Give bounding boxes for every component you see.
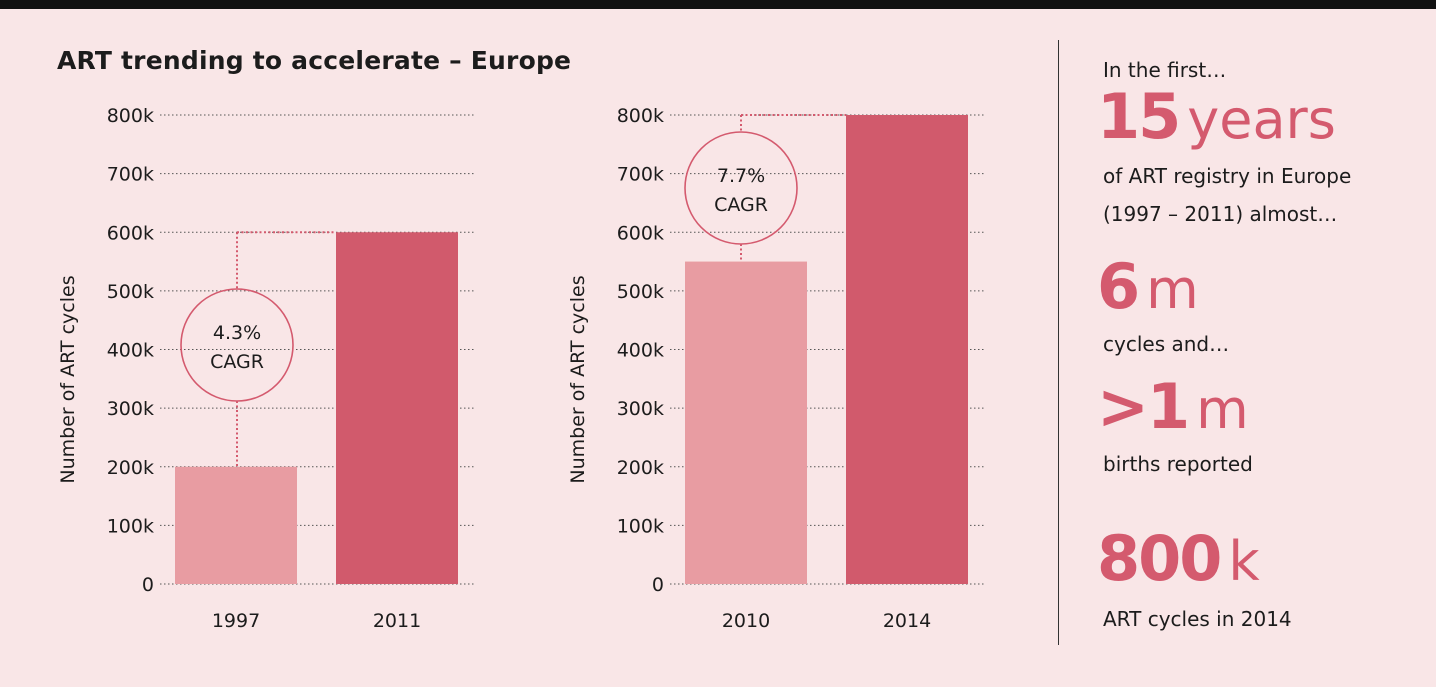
stat-cycles-number: 6 xyxy=(1097,250,1140,323)
y-tick-label: 800k xyxy=(107,105,154,127)
cagr-circle xyxy=(684,131,798,245)
stat-cycles-unit: m xyxy=(1146,258,1199,321)
stat-births-desc: births reported xyxy=(1103,452,1253,476)
cagr-label: CAGR xyxy=(210,351,264,373)
cagr-label: CAGR xyxy=(714,194,768,216)
stat-cycles-2014: 800 k xyxy=(1097,528,1260,590)
stat-births-unit: m xyxy=(1196,378,1249,441)
y-tick-label: 500k xyxy=(617,281,664,303)
x-tick-label: 2010 xyxy=(722,610,770,632)
y-tick-label: 300k xyxy=(107,398,154,420)
bar-chart-1997-2011: 0 100k 200k 300k 400k 500k 600k 700k 800k Number … xyxy=(57,105,475,632)
y-tick-label: 600k xyxy=(617,222,664,244)
bar xyxy=(336,232,458,584)
top-bar xyxy=(0,0,1436,9)
y-tick-label: 100k xyxy=(617,515,664,537)
y-tick-label: 200k xyxy=(617,457,664,479)
stats-intro: In the first… xyxy=(1103,58,1227,82)
y-tick-label: 800k xyxy=(617,105,664,127)
y-tick-label: 600k xyxy=(107,222,154,244)
cagr-value: 7.7% xyxy=(717,165,765,187)
y-tick-label: 300k xyxy=(617,398,664,420)
stat-years: 15 years xyxy=(1097,86,1336,148)
stat-cycles-2014-unit: k xyxy=(1228,530,1260,593)
stat-years-desc-1: of ART registry in Europe xyxy=(1103,164,1352,188)
stat-cycles-2014-number: 800 xyxy=(1097,522,1222,595)
bar xyxy=(846,115,968,584)
y-tick-label: 400k xyxy=(617,340,664,362)
y-axis-label: Number of ART cycles xyxy=(57,275,79,483)
y-tick-label: 700k xyxy=(617,164,664,186)
bar xyxy=(175,466,297,584)
y-tick-label: 500k xyxy=(107,281,154,303)
y-tick-label: 400k xyxy=(107,340,154,362)
y-tick-label: 700k xyxy=(107,164,154,186)
y-tick-label: 100k xyxy=(107,515,154,537)
stat-years-desc-2: (1997 – 2011) almost… xyxy=(1103,202,1338,226)
chart-title: ART trending to accelerate – Europe xyxy=(57,46,572,75)
x-tick-label: 2011 xyxy=(373,610,421,632)
stat-years-unit: years xyxy=(1187,88,1336,151)
stat-cycles-desc: cycles and… xyxy=(1103,332,1230,356)
bar-chart-2010-2014: 0 100k 200k 300k 400k 500k 600k 700k 800k Number … xyxy=(567,105,985,632)
y-axis-label: Number of ART cycles xyxy=(567,275,589,483)
cagr-circle xyxy=(180,288,294,402)
y-tick-label: 0 xyxy=(652,574,664,596)
x-tick-label: 1997 xyxy=(212,610,260,632)
divider xyxy=(1058,40,1059,645)
y-tick-label: 0 xyxy=(142,574,154,596)
stat-births-number: >1 xyxy=(1097,370,1190,443)
stat-years-number: 15 xyxy=(1097,80,1181,153)
stat-cycles-2014-desc: ART cycles in 2014 xyxy=(1103,607,1292,631)
bar xyxy=(685,261,807,584)
cagr-value: 4.3% xyxy=(213,322,261,344)
x-tick-label: 2014 xyxy=(883,610,931,632)
stat-births: >1 m xyxy=(1097,376,1249,438)
y-tick-label: 200k xyxy=(107,457,154,479)
